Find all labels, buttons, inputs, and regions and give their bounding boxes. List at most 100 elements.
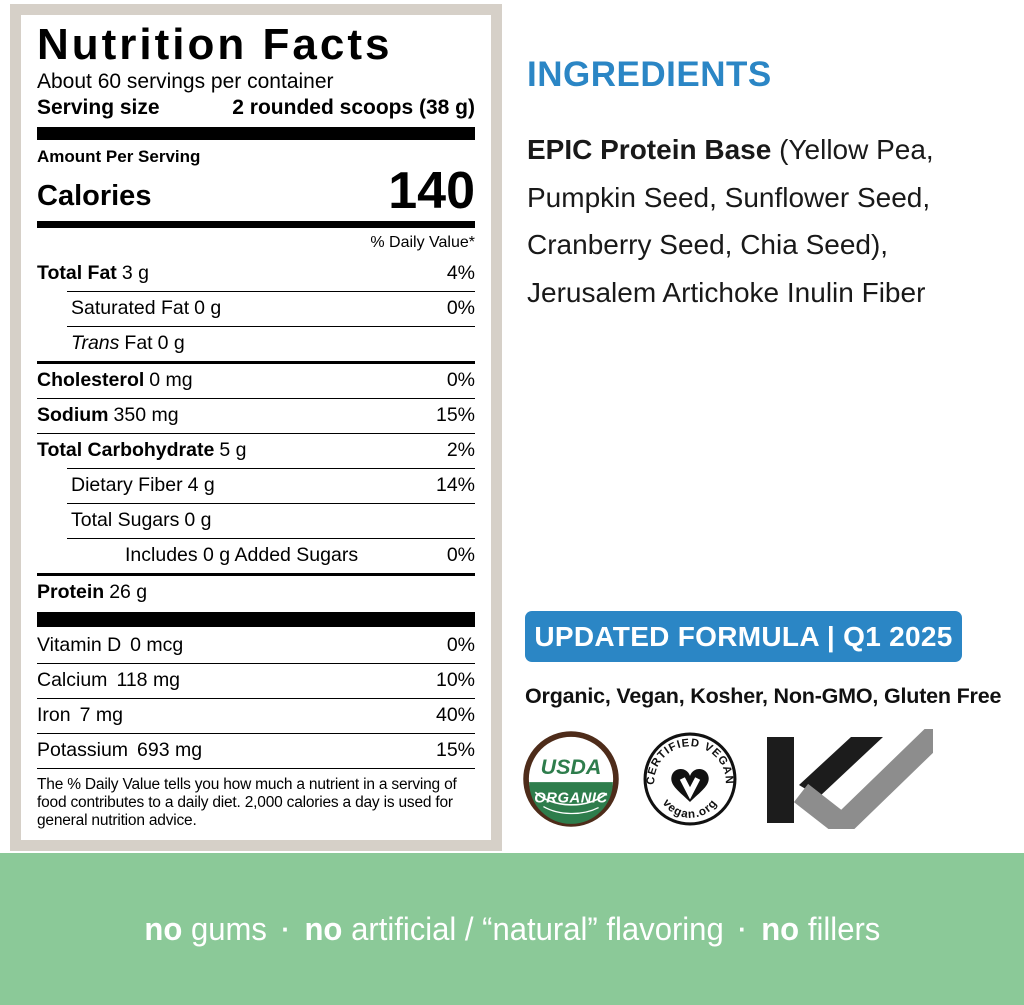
ingredients-lead: EPIC Protein Base xyxy=(527,134,772,165)
nutrient-name: Includes 0 g Added Sugars xyxy=(125,544,359,567)
nutrient-name: Cholesterol xyxy=(37,369,145,392)
nutrient-dv: 40% xyxy=(435,704,475,727)
updated-formula-badge: UPDATED FORMULA | Q1 2025 xyxy=(525,611,962,662)
divider xyxy=(67,502,475,504)
divider xyxy=(67,325,475,327)
nutrient-row-total-carbohydrate: Total Carbohydrate 5 g 2% xyxy=(37,434,475,468)
serving-size-row: Serving size 2 rounded scoops (38 g) xyxy=(37,96,475,120)
nutrient-row-added-sugars: Includes 0 g Added Sugars 0% xyxy=(37,539,475,573)
nutrient-row-vitamin-d: Vitamin D 0 mcg 0% xyxy=(37,629,475,663)
divider xyxy=(37,397,475,399)
claims-banner: no gums · no artificial / “natural” flavorin… xyxy=(0,853,1024,1005)
separator-dot: · xyxy=(737,913,747,944)
claims-banner-text: no gums · no artificial / “natural” flavorin… xyxy=(144,911,880,948)
nutrient-name: Sodium xyxy=(37,404,109,427)
nutrient-name: Fat xyxy=(124,332,153,355)
nutrient-row-protein: Protein 26 g xyxy=(37,576,475,610)
nutrient-amount: 118 mg xyxy=(116,669,181,692)
nutrient-name: Saturated Fat xyxy=(71,297,190,320)
nutrient-amount: 0 g xyxy=(157,332,185,355)
nutrient-name: Total Carbohydrate xyxy=(37,439,215,462)
daily-value-footnote: The % Daily Value tells you how much a n… xyxy=(37,775,457,829)
nutrient-dv: 4% xyxy=(446,262,475,285)
nutrient-row-cholesterol: Cholesterol 0 mg 0% xyxy=(37,364,475,398)
calories-value: 140 xyxy=(388,161,475,220)
serving-size-value: 2 rounded scoops (38 g) xyxy=(232,95,475,119)
claim-text: gums xyxy=(190,910,267,947)
nutrient-name: Vitamin D xyxy=(37,634,122,657)
updated-formula-label: UPDATED FORMULA | Q1 2025 xyxy=(534,620,953,652)
nutrient-dv: 15% xyxy=(435,404,475,427)
nutrient-row-saturated-fat: Saturated Fat 0 g 0% xyxy=(37,292,475,326)
nutrient-name: Protein xyxy=(37,581,105,604)
kosher-kv-icon xyxy=(767,729,933,829)
daily-value-header: % Daily Value* xyxy=(370,233,475,251)
nutrient-name: Total Fat xyxy=(37,262,117,285)
nutrient-row-total-sugars: Total Sugars 0 g xyxy=(37,504,475,538)
nutrient-name: Iron xyxy=(37,704,71,727)
nutrient-amount: 7 mg xyxy=(79,704,123,727)
nutrient-dv: 10% xyxy=(435,669,475,692)
separator-dot: · xyxy=(281,913,290,944)
serving-size-label: Serving size xyxy=(37,95,160,119)
nutrient-name: Dietary Fiber xyxy=(71,474,183,497)
nutrient-dv: 2% xyxy=(446,439,475,462)
nutrient-name-italic: Trans xyxy=(71,332,120,355)
ingredients-rest: (Yellow Pea, Pumpkin Seed, Sunflower See… xyxy=(527,134,934,308)
thick-divider xyxy=(37,611,475,627)
servings-per-container: About 60 servings per container xyxy=(37,69,334,93)
nutrient-amount: 0 mg xyxy=(149,369,193,392)
nutrient-amount: 3 g xyxy=(121,262,149,285)
calories-row: Calories 140 xyxy=(37,161,475,220)
divider xyxy=(37,432,475,434)
nutrient-amount: 350 mg xyxy=(113,404,179,427)
medium-divider xyxy=(37,220,475,228)
nutrient-row-iron: Iron 7 mg 40% xyxy=(37,699,475,733)
nutrient-row-trans-fat: Trans Fat 0 g xyxy=(37,327,475,361)
claim-no: no xyxy=(760,910,799,947)
nutrition-facts-panel: Nutrition Facts About 60 servings per co… xyxy=(10,4,502,851)
claim-no: no xyxy=(304,910,343,947)
ingredients-heading: INGREDIENTS xyxy=(527,55,772,95)
divider xyxy=(37,360,475,364)
nutrient-amount: 4 g xyxy=(187,474,215,497)
divider xyxy=(67,537,475,539)
nutrient-amount: 26 g xyxy=(109,581,148,604)
ingredients-text: EPIC Protein Base (Yellow Pea, Pumpkin S… xyxy=(527,126,993,316)
nutrient-dv: 0% xyxy=(446,634,475,657)
nutrient-dv: 0% xyxy=(446,297,475,320)
nutrient-dv: 15% xyxy=(435,739,475,762)
nutrient-dv: 14% xyxy=(435,474,475,497)
usda-organic-icon: USDA ORGANIC xyxy=(523,731,619,827)
claim-text: fillers xyxy=(807,910,880,947)
divider xyxy=(37,572,475,576)
calories-label: Calories xyxy=(37,179,152,212)
nutrient-row-dietary-fiber: Dietary Fiber 4 g 14% xyxy=(37,469,475,503)
certified-vegan-icon: CERTIFIED VEGAN vegan.org xyxy=(643,732,737,826)
certification-logos: USDA ORGANIC CERTIFIED VEGAN vegan.org xyxy=(523,729,933,829)
nutrient-dv: 0% xyxy=(446,544,475,567)
nutrient-amount: 0 g xyxy=(184,509,212,532)
claim-no: no xyxy=(144,910,182,947)
nutrient-amount: 693 mg xyxy=(137,739,203,762)
nutrient-amount: 5 g xyxy=(219,439,247,462)
divider xyxy=(67,467,475,469)
nutrient-amount: 0 mcg xyxy=(130,634,184,657)
organic-text: ORGANIC xyxy=(534,790,607,806)
nutrient-dv: 0% xyxy=(446,369,475,392)
claim-text: artificial / “natural” flavoring xyxy=(350,910,724,947)
nutrient-amount: 0 g xyxy=(194,297,222,320)
certifications-text: Organic, Vegan, Kosher, Non-GMO, Gluten … xyxy=(525,684,1002,708)
nutrient-row-potassium: Potassium 693 mg 15% xyxy=(37,734,475,768)
divider xyxy=(37,662,475,664)
amount-per-serving-label: Amount Per Serving xyxy=(37,146,201,166)
nutrient-row-sodium: Sodium 350 mg 15% xyxy=(37,399,475,433)
divider xyxy=(37,732,475,734)
divider xyxy=(37,697,475,699)
nutrition-facts-title: Nutrition Facts xyxy=(37,20,393,69)
nutrient-name: Potassium xyxy=(37,739,129,762)
nutrient-row-calcium: Calcium 118 mg 10% xyxy=(37,664,475,698)
usda-text: USDA xyxy=(541,755,602,779)
thick-divider xyxy=(37,126,475,140)
